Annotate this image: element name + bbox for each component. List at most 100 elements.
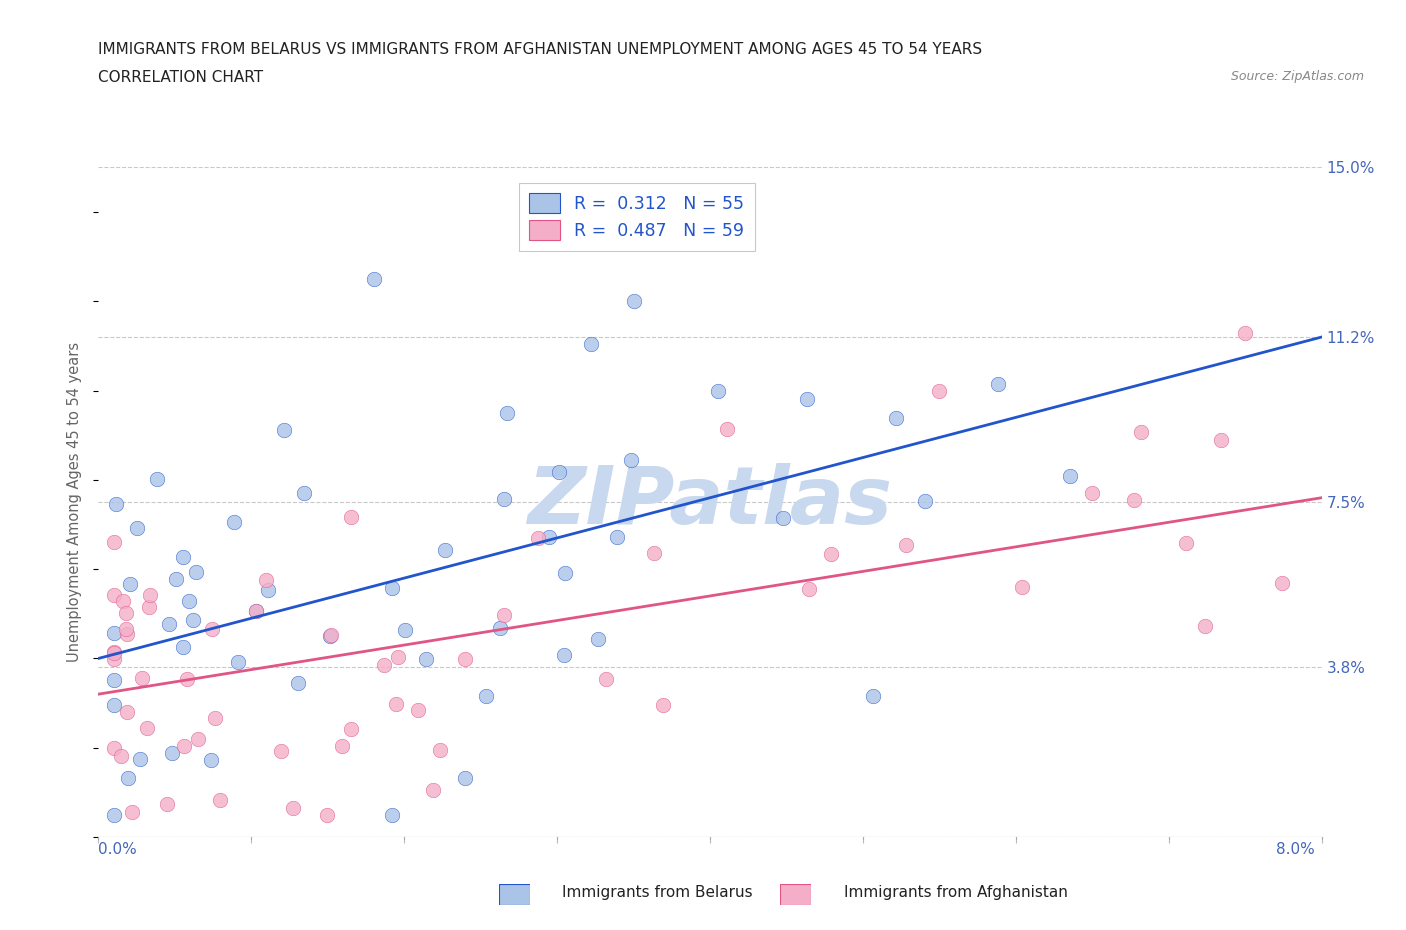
Point [330,738,353,753]
Point [112,593,135,608]
Point [245,604,267,618]
Point [553,648,575,663]
Point [103,535,125,550]
Point [1059,469,1081,484]
Point [138,600,160,615]
Point [160,746,183,761]
Point [527,530,550,545]
Point [987,377,1010,392]
Point [1130,424,1153,439]
Point [454,652,477,667]
Point [103,644,125,659]
Text: Immigrants from Belarus: Immigrants from Belarus [562,885,754,900]
Point [772,511,794,525]
Point [581,337,603,352]
Point [177,593,200,608]
Point [115,605,138,620]
Point [707,383,730,398]
Point [187,731,209,746]
Point [884,410,907,425]
Text: CORRELATION CHART: CORRELATION CHART [98,70,263,85]
Legend: R =  0.312   N = 55, R =  0.487   N = 59: R = 0.312 N = 55, R = 0.487 N = 59 [519,183,755,251]
Point [1011,579,1033,594]
Point [131,671,153,685]
Point [115,621,138,636]
Point [363,272,385,286]
Text: ZIPatlas: ZIPatlas [527,463,893,541]
Point [797,582,820,597]
Point [110,749,132,764]
Point [387,650,409,665]
Point [394,622,416,637]
Point [103,646,125,661]
Point [796,392,818,406]
Point [281,800,304,815]
Point [157,617,180,631]
Point [129,751,152,766]
Point [172,639,194,654]
Point [103,807,125,822]
Point [273,422,295,437]
Point [429,743,451,758]
Y-axis label: Unemployment Among Ages 45 to 54 years: Unemployment Among Ages 45 to 54 years [67,342,83,662]
Point [1234,326,1257,340]
Point [454,770,477,785]
Point [1211,433,1233,448]
Point [548,465,571,480]
Point [894,538,917,552]
Point [121,804,143,819]
Point [415,652,437,667]
Point [339,510,361,525]
Point [643,546,665,561]
Point [120,577,142,591]
Point [595,671,617,686]
Point [494,492,516,507]
Point [381,807,404,822]
Point [287,675,309,690]
Point [623,294,645,309]
Point [115,626,138,641]
Point [292,485,315,500]
Point [652,698,675,712]
Point [117,771,139,786]
Point [254,573,277,588]
Point [104,496,127,511]
Point [1122,493,1144,508]
Text: 0.0%: 0.0% [98,842,138,857]
Point [201,622,224,637]
Point [165,572,187,587]
Point [103,651,125,666]
Point [103,672,125,687]
Point [103,698,125,712]
Point [125,521,148,536]
Point [1271,576,1294,591]
Point [176,671,198,686]
Point [606,530,628,545]
Point [316,807,339,822]
Point [103,626,125,641]
Point [914,494,936,509]
Point [257,583,280,598]
Text: Immigrants from Afghanistan: Immigrants from Afghanistan [844,885,1067,900]
Text: Source: ZipAtlas.com: Source: ZipAtlas.com [1230,70,1364,83]
Point [200,752,222,767]
Point [103,588,125,603]
Point [433,542,456,557]
Point [586,632,609,647]
Point [538,530,561,545]
Point [319,629,342,644]
Point [172,550,194,565]
Point [138,587,160,602]
Point [209,792,232,807]
Point [492,607,515,622]
Point [408,702,430,717]
Point [181,613,204,628]
Point [1174,536,1197,551]
Point [226,655,249,670]
Point [115,704,138,719]
Point [620,453,643,468]
Point [245,604,267,618]
Point [222,514,245,529]
Point [820,547,842,562]
Point [1080,485,1102,500]
